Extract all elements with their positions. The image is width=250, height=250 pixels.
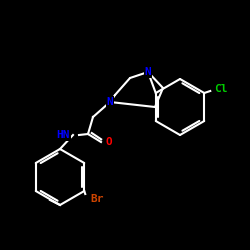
Text: N: N	[106, 97, 114, 107]
Text: Cl: Cl	[214, 84, 228, 94]
Text: N: N	[144, 67, 152, 77]
Text: N: N	[144, 67, 152, 77]
Text: HN: HN	[56, 130, 70, 140]
Text: O: O	[106, 137, 112, 147]
Text: Br: Br	[90, 194, 104, 204]
